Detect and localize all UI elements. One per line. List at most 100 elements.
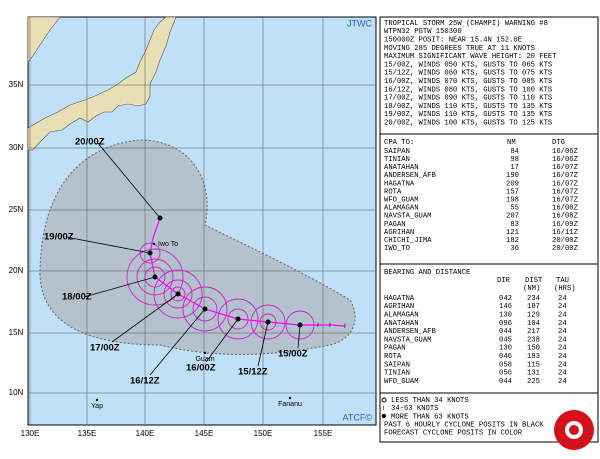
- legend-line: PAST 6 HOURLY CYCLONE POSITS IN BLACK: [384, 422, 544, 430]
- bearing-cell: 24: [558, 361, 567, 369]
- header-line: 17/00Z, WINDS 090 KTS, GUSTS TO 110 KTS: [384, 95, 552, 103]
- cpa-cell: 20/00Z: [552, 245, 579, 253]
- bearing-cell: WFO_GUAM: [384, 378, 419, 386]
- cpa-cell: 83: [510, 221, 519, 229]
- header-line: 18/00Z, WINDS 110 KTS, GUSTS TO 135 KTS: [384, 103, 552, 111]
- bearing-cell: 24: [558, 370, 567, 378]
- bearing-cell: 225: [527, 378, 540, 386]
- bearing-unit: (HRS): [554, 285, 576, 293]
- lat-label: 35N: [9, 80, 24, 89]
- bearing-cell: 150: [527, 345, 540, 353]
- lat-label: 10N: [9, 388, 24, 397]
- leader-line: [96, 141, 161, 219]
- legend-symbol: ≀: [382, 405, 385, 413]
- cpa-cell: 36: [510, 245, 519, 253]
- japan-landmass: [27, 16, 177, 151]
- cpa-cell: 16/08Z: [552, 205, 579, 213]
- past-posit: ≀: [329, 322, 332, 330]
- legend-line: LESS THAN 34 KNOTS: [391, 397, 469, 405]
- bearing-cell: 24: [558, 320, 567, 328]
- bearing-cell: 183: [527, 353, 540, 361]
- lon-label: 155E: [314, 429, 333, 438]
- legend-line: 34-63 KNOTS: [391, 405, 438, 413]
- track-label: 15/12Z: [238, 367, 268, 378]
- header-line: 15/12Z, WINDS 060 KTS, GUSTS TO 075 KTS: [384, 70, 552, 78]
- bearing-cell: 045: [499, 336, 512, 344]
- bearing-cell: ROTA: [384, 353, 402, 361]
- leader-line: [257, 321, 269, 367]
- bearing-cell: 24: [558, 336, 567, 344]
- cpa-cell: 98: [510, 156, 519, 164]
- cpa-cell: PAGAN: [384, 221, 406, 229]
- past-posit: ≀: [344, 323, 347, 331]
- bearing-cell: 058: [499, 361, 512, 369]
- bearing-cell: 130: [499, 312, 512, 320]
- bearing-cell: SAIPAN: [384, 361, 410, 369]
- cpa-cell: 198: [506, 197, 519, 205]
- past-posit: ≀: [317, 322, 320, 330]
- bearing-cell: 24: [558, 353, 567, 361]
- cpa-cell: 121: [506, 229, 519, 237]
- lon-label: 140E: [136, 429, 155, 438]
- cpa-cell: 157: [506, 188, 519, 196]
- cpa-cell: 16/07Z: [552, 164, 579, 172]
- bearing-cell: AGRIHAN: [384, 303, 414, 311]
- header-line: TROPICAL STORM 25W (CHAMPI) WARNING #8: [384, 20, 548, 28]
- bearing-cell: 115: [527, 361, 540, 369]
- bearing-cell: 046: [499, 353, 512, 361]
- cpa-cell: CHICHI_JIMA: [384, 237, 432, 245]
- bearing-cell: 044: [499, 378, 512, 386]
- place-dot: [152, 242, 156, 246]
- cpa-cell: 84: [510, 148, 519, 156]
- cpa-cell: 55: [510, 205, 519, 213]
- header-line: 19/00Z, WINDS 110 KTS, GUSTS TO 135 KTS: [384, 111, 552, 119]
- track-label: 19/00Z: [44, 232, 74, 243]
- bearing-cell: 130: [499, 345, 512, 353]
- bearing-cell: 044: [499, 328, 512, 336]
- cpa-cell: 16/07Z: [552, 197, 579, 205]
- leader-line: [65, 236, 151, 254]
- leader-line: [149, 308, 206, 376]
- track-label: 15/00Z: [278, 349, 308, 360]
- bearing-cell: HAGATNA: [384, 295, 415, 303]
- header-line: MAXIMUM SIGNIFICANT WAVE HEIGHT: 20 FEET: [384, 53, 557, 61]
- leader-line: [205, 318, 239, 363]
- bearing-cell: 24: [558, 295, 567, 303]
- lat-label: 15N: [9, 328, 24, 337]
- bearing-cell: 238: [527, 336, 540, 344]
- bearing-cell: 146: [499, 303, 512, 311]
- cpa-cell: ANATAHAN: [384, 164, 419, 172]
- forecast-track: [149, 217, 346, 327]
- cpa-cell: HAGATNA: [384, 180, 415, 188]
- bearing-column: DIR: [497, 277, 511, 285]
- bearing-column: DIST: [525, 277, 543, 285]
- cpa-cell: 209: [506, 180, 519, 188]
- cpa-cell: 16/06Z: [552, 156, 579, 164]
- track-label: 16/12Z: [130, 376, 160, 387]
- bearing-cell: TINIAN: [384, 370, 410, 378]
- header-line: 15/00Z, WINDS 050 KTS, GUSTS TO 065 KTS: [384, 61, 552, 69]
- cpa-cell: 16/08Z: [552, 213, 579, 221]
- cpa-cell: 16/07Z: [552, 172, 579, 180]
- place-dot: [288, 396, 292, 400]
- bearing-cell: 131: [527, 370, 540, 378]
- cpa-cell: 16/07Z: [552, 188, 579, 196]
- cpa-column: NM: [507, 139, 516, 147]
- bearing-cell: NAVSTA_GUAM: [384, 336, 431, 344]
- korea-landmass: [27, 16, 61, 63]
- header-line: 150000Z POSIT: NEAR 15.4N 152.6E: [384, 37, 522, 45]
- place-dot: [203, 351, 207, 355]
- bearing-cell: 24: [558, 345, 567, 353]
- cpa-cell: 16/07Z: [552, 180, 579, 188]
- cpa-cell: ROTA: [384, 188, 402, 196]
- place-name: Guam: [195, 356, 214, 363]
- agency-label: JTWC: [347, 18, 372, 28]
- bearing-cell: 187: [527, 303, 540, 311]
- credit-label: ATCF©: [343, 412, 373, 422]
- cpa-cell: AGRIHAN: [384, 229, 414, 237]
- header-line: 20/00Z, WINDS 100 KTS, GUSTS TO 125 KTS: [384, 120, 552, 128]
- legend-symbol: [381, 397, 387, 403]
- place-dot: [95, 398, 99, 402]
- track-label: 18/00Z: [62, 292, 92, 303]
- lat-label: 30N: [9, 143, 24, 152]
